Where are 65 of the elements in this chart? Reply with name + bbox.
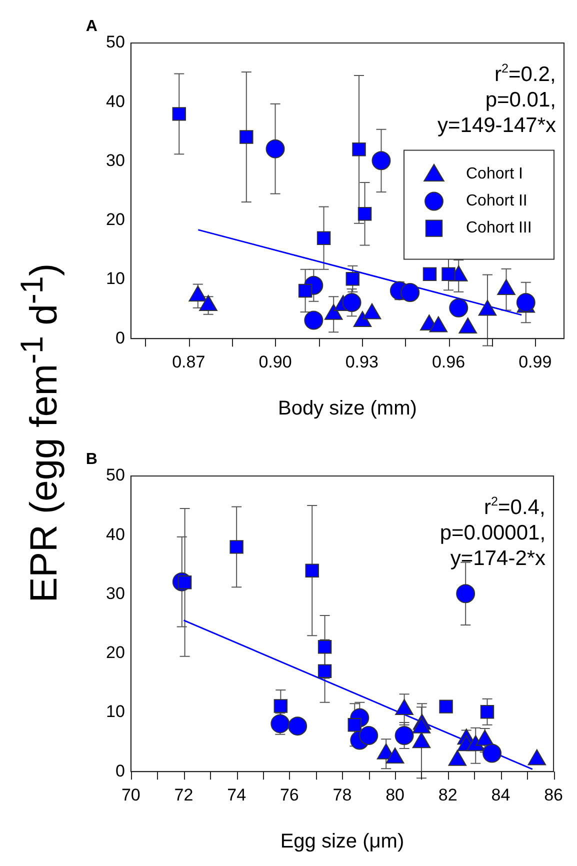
x-tick-label: 80 (386, 785, 405, 804)
annotation: y=149-147*x (437, 114, 556, 137)
x-tick-label: 0.99 (518, 352, 552, 372)
x-tick-label: 74 (227, 785, 246, 804)
x-tick-label: 78 (332, 785, 352, 804)
y-tick-label: 40 (106, 92, 125, 111)
point (478, 300, 497, 316)
y-tick-label: 0 (115, 761, 125, 780)
x-tick-label: 76 (280, 785, 299, 804)
y-tick-label: 10 (106, 269, 125, 288)
point (476, 730, 494, 746)
point (305, 564, 319, 578)
point (429, 316, 448, 332)
y-tick-label: 30 (106, 584, 125, 603)
y-tick-label: 50 (106, 32, 125, 52)
y-tick-label: 30 (106, 150, 125, 170)
point (412, 732, 431, 748)
point (497, 279, 516, 296)
legend-label: Cohort II (466, 192, 528, 210)
y-tick-label: 50 (106, 466, 125, 485)
annotation: y=174-2*x (450, 547, 546, 570)
x-tick-label: 82 (438, 785, 458, 804)
point (316, 231, 331, 245)
x-tick-label: 0.87 (172, 352, 206, 372)
point (318, 640, 332, 654)
chart-title: A (86, 18, 98, 35)
x-tick-label: 86 (544, 785, 564, 804)
point (324, 304, 343, 320)
x-axis-title: Egg size (μm) (280, 830, 404, 853)
point (456, 584, 476, 604)
x-axis-title: Body size (mm) (278, 398, 417, 420)
y-tick-label: 20 (106, 210, 125, 230)
point (230, 540, 244, 554)
legend-label: Cohort III (466, 220, 532, 237)
point (412, 717, 431, 734)
x-tick-label: 84 (491, 785, 510, 804)
y-tick-label: 20 (106, 643, 125, 662)
point (386, 748, 404, 764)
point (352, 142, 366, 156)
legend-label: Cohort I (466, 166, 523, 183)
x-tick-label: 72 (174, 785, 194, 804)
x-tick-label: 70 (121, 785, 140, 804)
y-tick-label: 0 (115, 328, 125, 348)
point (358, 206, 372, 221)
point (372, 151, 391, 170)
annotation: p=0.00001, (440, 522, 546, 544)
point (528, 749, 546, 766)
y-tick-label: 40 (106, 524, 125, 544)
x-tick-label: 0.93 (345, 352, 378, 372)
point (318, 664, 332, 678)
x-tick-label: 0.96 (432, 352, 466, 372)
point (240, 130, 254, 144)
point (362, 303, 382, 320)
y-tick-label: 10 (106, 702, 125, 722)
point (172, 107, 186, 121)
point (188, 286, 208, 302)
chart-title: B (86, 451, 98, 468)
annotation: p=0.01, (485, 88, 556, 112)
point (199, 294, 218, 311)
point (266, 139, 285, 158)
x-tick-label: 0.90 (258, 352, 292, 372)
point (395, 699, 414, 716)
point (458, 317, 478, 334)
point (448, 750, 467, 766)
point (353, 310, 372, 327)
